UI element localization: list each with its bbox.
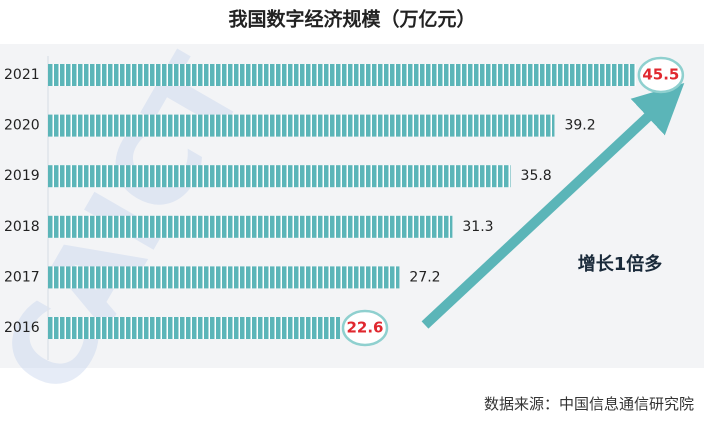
bar: [48, 165, 511, 188]
value-label: 35.8: [521, 168, 552, 184]
value-label: 27.2: [409, 269, 440, 285]
value-label: 39.2: [564, 118, 595, 134]
value-label: 45.5: [642, 66, 679, 84]
bar: [48, 114, 555, 137]
bar: [48, 266, 400, 289]
growth-arrow: [421, 82, 685, 329]
y-tick-label: 2016: [4, 320, 40, 336]
bar: [48, 215, 453, 238]
y-tick-label: 2017: [4, 269, 40, 285]
y-tick-label: 2018: [4, 219, 40, 235]
chart-title: 我国数字经济规模（万亿元）: [228, 8, 475, 31]
y-tick-label: 2021: [4, 67, 40, 83]
value-label: 31.3: [462, 219, 493, 235]
bar: [48, 317, 340, 339]
annotation: 增长1倍多: [578, 253, 663, 275]
bar: [48, 64, 636, 86]
y-tick-label: 2019: [4, 168, 40, 184]
value-label: 22.6: [346, 319, 383, 337]
source: 数据来源：中国信息通信研究院: [484, 395, 694, 413]
highlight-circle: [341, 309, 389, 347]
y-tick-label: 2020: [4, 118, 40, 134]
highlight-circle: [637, 56, 685, 94]
